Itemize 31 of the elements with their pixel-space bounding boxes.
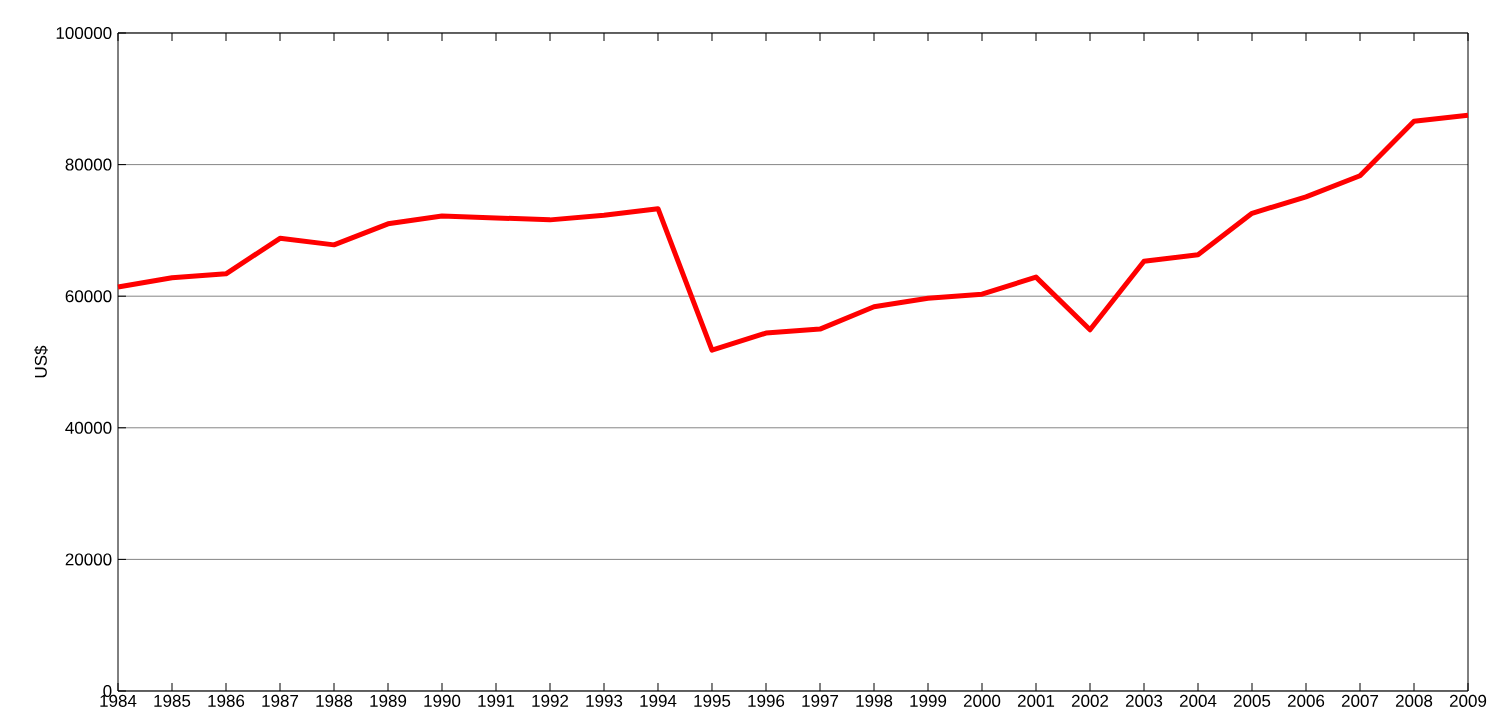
x-tick-label: 1995 (694, 694, 731, 707)
x-tick-label: 1998 (856, 694, 893, 707)
x-tick-label: 1996 (748, 694, 785, 707)
y-tick-label: 100000 (56, 26, 112, 40)
x-tick-label: 2003 (1125, 694, 1163, 707)
x-tick-label: 1990 (424, 694, 461, 707)
y-tick-label: 20000 (65, 553, 112, 566)
x-tick-label: 1997 (802, 694, 839, 707)
x-tick-label: 1992 (532, 694, 569, 707)
x-tick-label: 2008 (1395, 694, 1433, 707)
y-axis-title: US$ (34, 345, 48, 378)
x-tick-label: 2001 (1017, 694, 1055, 707)
x-tick-label: 2004 (1179, 694, 1217, 707)
x-tick-label: 2000 (963, 694, 1001, 707)
x-tick-label: 1993 (586, 694, 623, 707)
x-tick-label: 2007 (1341, 694, 1379, 707)
x-tick-label: 1999 (910, 694, 947, 707)
x-tick-label: 1988 (316, 694, 353, 707)
x-tick-label: 1989 (370, 694, 407, 707)
x-tick-label: 2006 (1287, 694, 1325, 707)
y-tick-label: 40000 (65, 421, 112, 434)
x-tick-label: 1994 (640, 694, 677, 707)
x-tick-label: 1987 (262, 694, 299, 707)
x-tick-label: 1991 (478, 694, 515, 707)
x-tick-label: 2002 (1071, 694, 1109, 707)
x-tick-label: 2009 (1449, 694, 1487, 707)
x-tick-label: 1985 (154, 694, 191, 707)
y-tick-label: 80000 (65, 158, 112, 171)
y-tick-label: 60000 (65, 290, 112, 303)
x-tick-label: 2005 (1233, 694, 1271, 707)
x-tick-label: 1986 (208, 694, 245, 707)
